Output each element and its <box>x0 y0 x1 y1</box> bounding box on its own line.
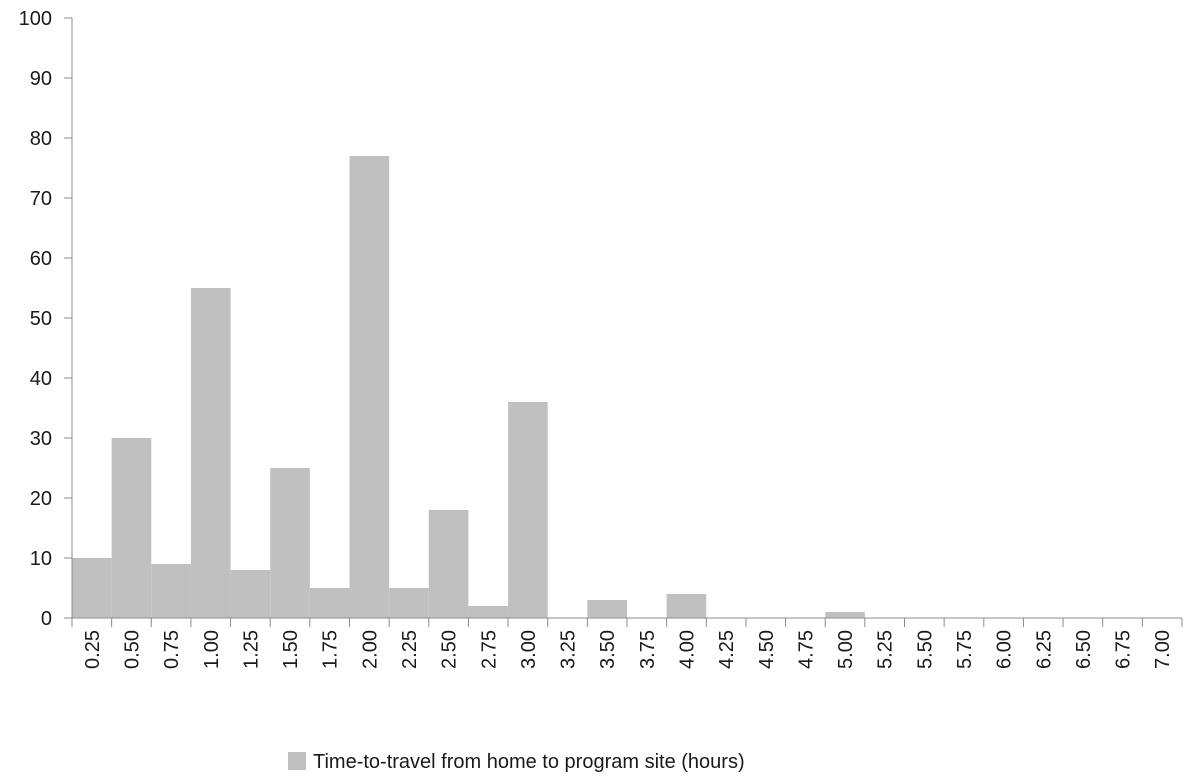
bars-group <box>72 156 865 618</box>
x-tick-label: 3.25 <box>558 630 580 669</box>
bar-1.00 <box>190 288 231 618</box>
x-tick-label: 5.75 <box>954 630 976 669</box>
bar-1.75 <box>309 588 350 618</box>
x-tick-label: 1.25 <box>240 630 262 669</box>
y-tick-label: 40 <box>30 368 52 390</box>
x-axis-ticks: 0.25 0.50 0.75 1.00 1.25 1.50 1.75 2.00 2.25 2.50… <box>71 618 1183 669</box>
y-tick-label: 0 <box>41 608 52 630</box>
bar-4.00 <box>666 594 707 618</box>
x-tick-label: 5.00 <box>835 630 857 669</box>
x-tick-label: 0.75 <box>161 630 183 669</box>
bar-2.00 <box>349 156 390 618</box>
bar-3.00 <box>508 402 548 618</box>
x-tick-label: 3.75 <box>637 630 659 669</box>
x-tick-label: 7.00 <box>1152 630 1174 669</box>
x-tick-label: 6.75 <box>1113 630 1135 669</box>
bar-0.25 <box>72 558 112 618</box>
bar-5.00 <box>825 612 865 618</box>
bar-1.25 <box>230 570 271 618</box>
y-tick-label: 80 <box>30 128 52 150</box>
bar-2.75 <box>468 606 509 618</box>
bar-3.50 <box>587 600 627 618</box>
legend: Time-to-travel from home to program site… <box>288 751 745 773</box>
bar-2.25 <box>389 588 429 618</box>
y-axis-ticks: 0 10 20 30 40 50 60 70 80 90 100 <box>19 8 72 630</box>
x-tick-label: 0.50 <box>121 630 143 669</box>
x-tick-label: 6.00 <box>994 630 1016 669</box>
x-tick-label: 4.75 <box>795 630 817 669</box>
x-tick-label: 5.25 <box>875 630 897 669</box>
x-tick-label: 1.00 <box>201 630 223 669</box>
x-tick-label: 5.50 <box>914 630 936 669</box>
x-tick-label: 6.50 <box>1073 630 1095 669</box>
x-tick-label: 1.50 <box>280 630 302 669</box>
x-tick-label: 4.25 <box>716 630 738 669</box>
x-tick-label: 4.00 <box>676 630 698 669</box>
y-tick-label: 60 <box>30 248 52 270</box>
x-tick-label: 0.25 <box>82 630 104 669</box>
bar-0.50 <box>111 438 152 618</box>
x-tick-label: 2.50 <box>439 630 461 669</box>
y-tick-label: 20 <box>30 488 52 510</box>
x-tick-label: 4.50 <box>756 630 778 669</box>
x-tick-label: 2.25 <box>399 630 421 669</box>
x-tick-label: 6.25 <box>1033 630 1055 669</box>
x-tick-label: 2.00 <box>359 630 381 669</box>
x-tick-label: 2.75 <box>478 630 500 669</box>
axes-group <box>71 18 1182 619</box>
y-tick-label: 10 <box>30 548 52 570</box>
x-tick-label: 3.00 <box>518 630 540 669</box>
y-tick-label: 70 <box>30 188 52 210</box>
bar-1.50 <box>270 468 310 618</box>
bar-0.75 <box>151 564 191 618</box>
y-tick-label: 30 <box>30 428 52 450</box>
x-tick-label: 1.75 <box>320 630 342 669</box>
bar-2.50 <box>428 510 469 618</box>
y-tick-label: 100 <box>19 8 52 30</box>
legend-label: Time-to-travel from home to program site… <box>313 751 745 773</box>
x-tick-label: 3.50 <box>597 630 619 669</box>
y-tick-label: 50 <box>30 308 52 330</box>
legend-swatch <box>288 752 306 770</box>
y-tick-label: 90 <box>30 68 52 90</box>
